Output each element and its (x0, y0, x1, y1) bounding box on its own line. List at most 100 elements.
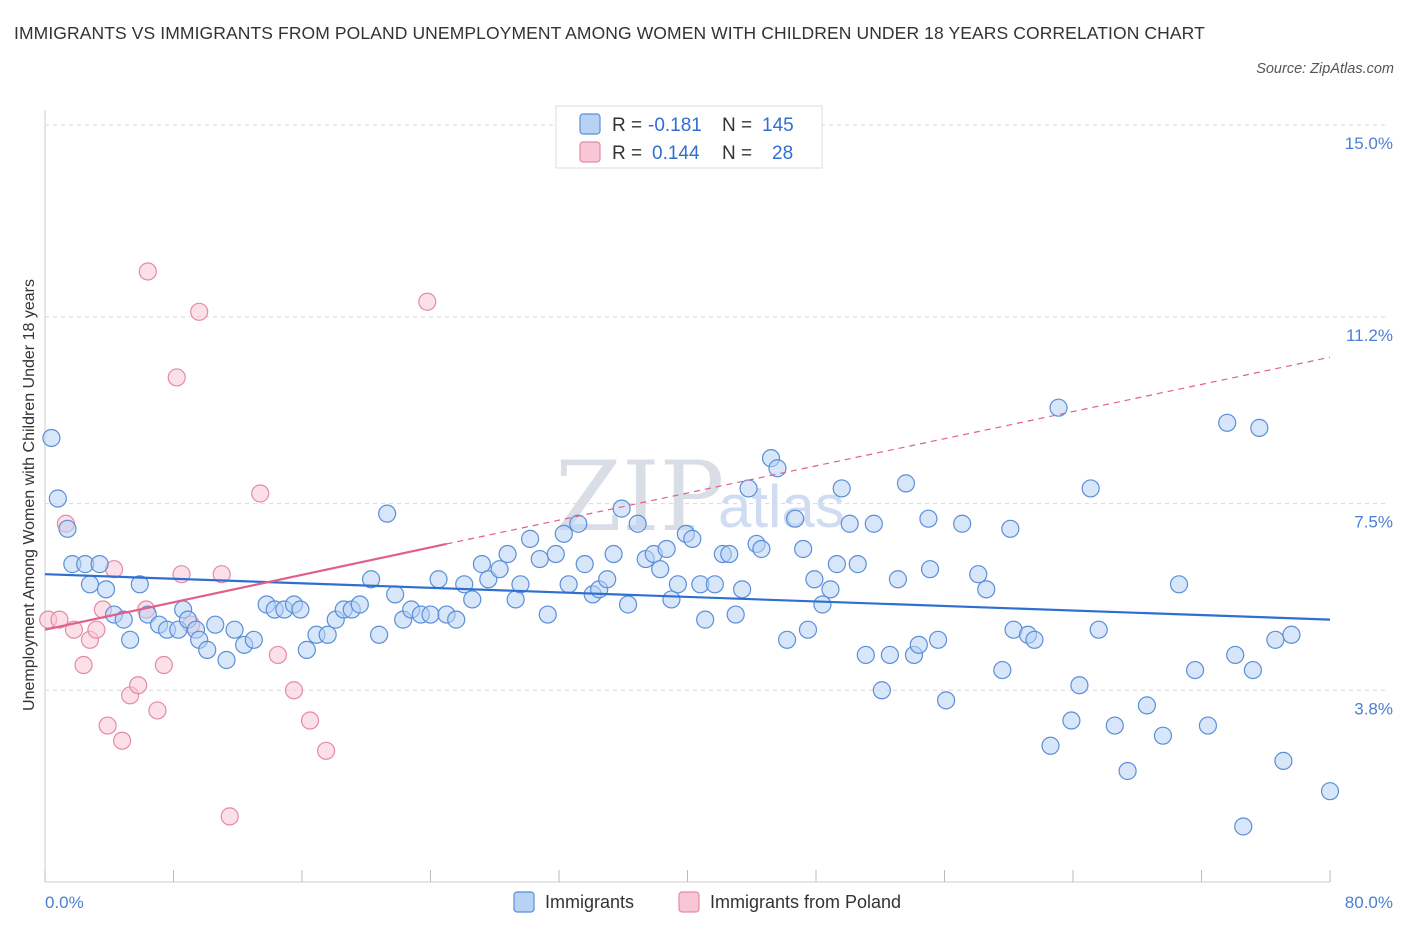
data-point-immigrants (752, 539, 771, 559)
grid-lines (45, 124, 1385, 691)
data-point-poland (268, 645, 288, 665)
data-point-immigrants (813, 595, 832, 614)
data-point-immigrants (832, 479, 851, 498)
data-point-immigrants (805, 570, 824, 589)
data-point-immigrants (490, 560, 509, 579)
x-tick-label-max: 80.0% (1345, 893, 1393, 912)
data-point-immigrants (628, 514, 647, 533)
data-point-immigrants (977, 580, 996, 599)
legend-r-value-1: -0.181 (648, 115, 702, 136)
data-point-immigrants (1320, 782, 1340, 801)
chart-title: IMMIGRANTS VS IMMIGRANTS FROM POLAND UNE… (14, 23, 1205, 43)
bottom-legend-swatch-poland (678, 891, 700, 913)
data-point-immigrants (1282, 625, 1301, 644)
data-point-poland (316, 741, 336, 760)
data-point-immigrants (511, 575, 530, 594)
data-point-immigrants (1025, 630, 1044, 649)
data-point-immigrants (1226, 645, 1245, 665)
data-point-immigrants (138, 605, 157, 624)
legend-r-label-2: R = (612, 143, 642, 164)
data-point-poland (251, 484, 270, 503)
data-point-poland (50, 610, 69, 629)
data-point-poland (154, 655, 173, 675)
data-point-immigrants (361, 570, 381, 589)
data-point-immigrants (739, 479, 758, 498)
data-point-immigrants (662, 590, 681, 609)
data-point-poland (87, 620, 106, 639)
data-point-immigrants (919, 509, 938, 528)
data-point-poland (138, 262, 157, 281)
data-point-poland (129, 676, 148, 695)
y-tick-label: 11.2% (1346, 326, 1393, 345)
data-point-immigrants (350, 595, 369, 614)
data-point-immigrants (297, 640, 316, 659)
legend-n-label-2: N = (722, 143, 752, 164)
data-point-immigrants (447, 610, 466, 629)
data-point-immigrants (696, 610, 715, 629)
data-point-immigrants (1041, 736, 1060, 755)
data-point-immigrants (604, 544, 623, 564)
data-point-immigrants (1001, 519, 1020, 538)
data-point-poland (74, 655, 93, 675)
x-tick-label-min: 0.0% (45, 893, 84, 912)
data-point-immigrants (554, 524, 573, 543)
data-point-immigrants (48, 489, 67, 508)
data-point-immigrants (920, 560, 940, 579)
bottom-legend: Immigrants Immigrants from Poland (513, 891, 901, 913)
data-point-immigrants (90, 555, 109, 574)
data-point-immigrants (888, 570, 908, 589)
data-point-immigrants (370, 625, 389, 644)
data-point-immigrants (1243, 660, 1263, 680)
bottom-legend-label-poland: Immigrants from Poland (710, 892, 901, 912)
data-point-immigrants (668, 575, 687, 594)
data-point-immigrants (777, 630, 797, 649)
data-point-poland (112, 731, 132, 750)
bottom-legend-label-immigrants: Immigrants (545, 892, 634, 912)
y-axis-label: Unemployment Among Women with Children U… (21, 279, 38, 711)
data-point-immigrants (598, 570, 617, 589)
data-point-immigrants (530, 549, 549, 569)
data-point-immigrants (1169, 575, 1189, 594)
data-point-immigrants (872, 681, 891, 700)
data-point-immigrants (378, 504, 397, 523)
data-point-immigrants (1266, 630, 1285, 649)
legend-swatch-immigrants (579, 113, 601, 135)
trend-line-poland (44, 542, 447, 631)
data-point-immigrants (896, 474, 916, 493)
data-point-immigrants (1049, 398, 1068, 417)
trend-line-poland-extension (446, 356, 1331, 545)
data-point-poland (220, 807, 239, 826)
data-point-immigrants (928, 630, 948, 649)
data-point-immigrants (864, 514, 883, 533)
data-point-immigrants (937, 691, 956, 710)
y-tick-label: 15.0% (1345, 134, 1393, 153)
legend-box: R = -0.181 N = 145 R = 0.144 N = 28 (555, 105, 823, 169)
data-point-poland (300, 711, 320, 730)
data-point-poland (148, 701, 167, 720)
y-tick-label: 3.8% (1354, 699, 1393, 718)
data-point-immigrants (705, 575, 724, 594)
data-point-immigrants (856, 645, 875, 665)
data-point-immigrants (225, 620, 244, 639)
data-point-immigrants (198, 640, 217, 659)
data-point-immigrants (114, 610, 133, 629)
bottom-legend-swatch-immigrants (513, 891, 535, 913)
data-point-immigrants (827, 555, 846, 574)
data-point-immigrants (429, 570, 448, 589)
data-point-immigrants (1234, 817, 1253, 836)
data-point-immigrants (733, 580, 752, 599)
data-point-immigrants (953, 514, 972, 533)
data-point-immigrants (121, 630, 140, 649)
data-point-immigrants (794, 539, 813, 559)
trend-lines (44, 356, 1331, 631)
data-point-immigrants (726, 605, 745, 624)
data-point-poland (212, 565, 231, 584)
series-immigrants-from-poland (39, 262, 437, 826)
legend-swatch-poland (579, 141, 601, 163)
data-point-immigrants (575, 555, 594, 574)
data-point-immigrants (651, 560, 670, 579)
data-point-immigrants (969, 565, 988, 584)
y-axis-tick-labels: 3.8% 7.5% 11.2% 15.0% (1345, 134, 1393, 718)
data-point-immigrants (130, 575, 149, 594)
